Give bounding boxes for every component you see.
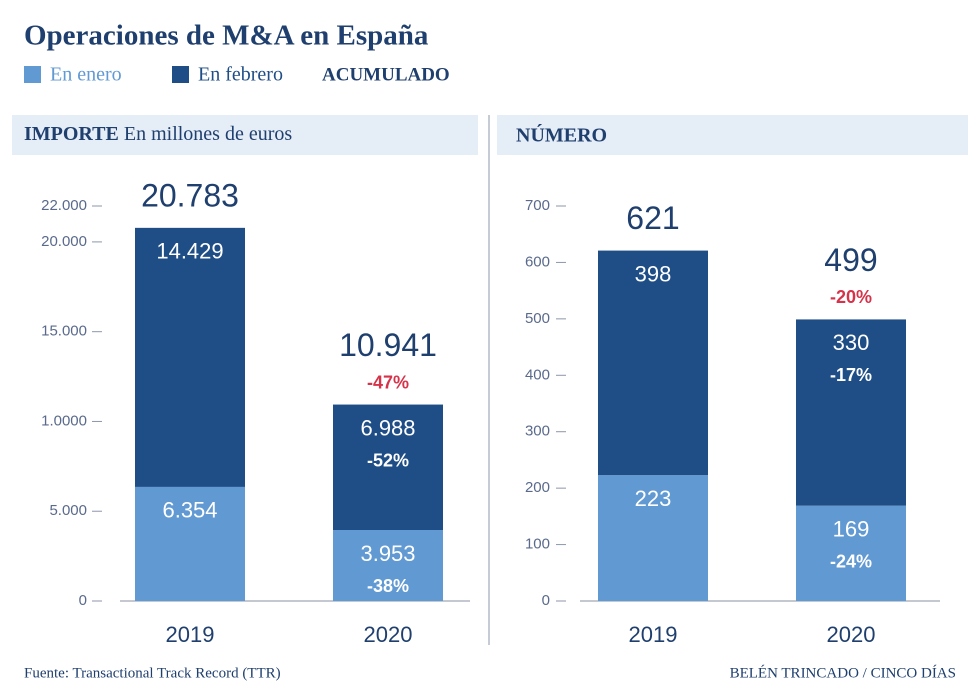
change-label: -52% bbox=[367, 450, 409, 470]
y-tick-label: 1.0000 bbox=[41, 412, 87, 429]
y-tick-label: 400 bbox=[525, 366, 550, 383]
panel-header-bg bbox=[12, 115, 478, 155]
x-tick-label: 2020 bbox=[827, 622, 876, 647]
total-label: 20.783 bbox=[141, 177, 239, 213]
y-tick-label: 20.000 bbox=[41, 233, 87, 250]
x-tick-label: 2019 bbox=[629, 622, 678, 647]
y-tick-label: 600 bbox=[525, 253, 550, 270]
panel-header: NÚMERO bbox=[516, 123, 607, 147]
y-tick-label: 0 bbox=[542, 592, 550, 609]
panel-header-text: En millones de euros bbox=[124, 123, 293, 145]
y-tick-label: 22.000 bbox=[41, 197, 87, 214]
total-label: 499 bbox=[824, 242, 877, 278]
bar-segment bbox=[333, 404, 443, 531]
total-label: 10.941 bbox=[339, 327, 437, 363]
bar-segment bbox=[796, 319, 906, 506]
chart-title: Operaciones de M&A en España bbox=[24, 20, 429, 52]
total-label: 621 bbox=[626, 200, 679, 236]
y-tick-label: 100 bbox=[525, 536, 550, 553]
value-label: 6.354 bbox=[162, 498, 217, 523]
y-tick-label: 5.000 bbox=[49, 502, 87, 519]
value-label: 14.429 bbox=[156, 239, 223, 264]
change-label: -24% bbox=[830, 551, 872, 571]
bar-segment bbox=[598, 475, 708, 601]
change-label: -38% bbox=[367, 576, 409, 596]
value-label: 169 bbox=[833, 516, 870, 541]
value-label: 398 bbox=[635, 261, 672, 286]
legend-label: En enero bbox=[50, 64, 122, 86]
panel-header: IMPORTE En millones de euros bbox=[24, 123, 292, 145]
legend-swatch bbox=[172, 66, 189, 83]
y-tick-label: 15.000 bbox=[41, 323, 87, 340]
y-tick-label: 0 bbox=[79, 592, 87, 609]
panel-header-bg bbox=[497, 115, 968, 155]
source: Fuente: Transactional Track Record (TTR) bbox=[24, 665, 281, 681]
y-tick-label: 500 bbox=[525, 310, 550, 327]
credit: BELÉN TRINCADO / CINCO DÍAS bbox=[730, 664, 956, 681]
y-tick-label: 700 bbox=[525, 197, 550, 214]
legend-label: En febrero bbox=[198, 64, 283, 86]
value-label: 223 bbox=[635, 486, 672, 511]
bar-segment bbox=[796, 505, 906, 601]
y-tick-label: 200 bbox=[525, 479, 550, 496]
bar-segment bbox=[333, 530, 443, 601]
bar-segment bbox=[135, 486, 245, 601]
y-tick-label: 300 bbox=[525, 423, 550, 440]
value-label: 330 bbox=[833, 330, 870, 355]
change-label: -17% bbox=[830, 365, 872, 385]
x-tick-label: 2020 bbox=[364, 622, 413, 647]
bar-segment bbox=[598, 250, 708, 476]
total-change-label: -47% bbox=[367, 372, 409, 392]
panel-header-bold: IMPORTE bbox=[24, 123, 119, 145]
value-label: 3.953 bbox=[360, 541, 415, 566]
value-label: 6.988 bbox=[360, 415, 415, 440]
legend-total: ACUMULADO bbox=[322, 64, 450, 85]
legend-swatch bbox=[24, 66, 41, 83]
total-change-label: -20% bbox=[830, 287, 872, 307]
bar-segment bbox=[135, 227, 245, 487]
x-tick-label: 2019 bbox=[166, 622, 215, 647]
